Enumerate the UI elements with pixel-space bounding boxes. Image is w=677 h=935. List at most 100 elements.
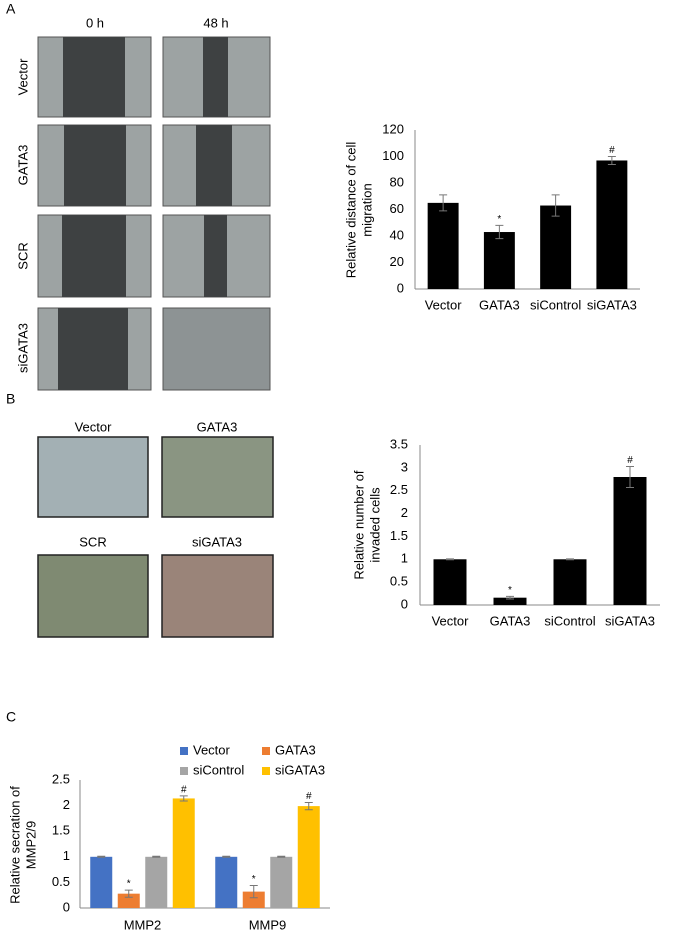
annotation: # <box>181 785 187 796</box>
column-label: 0 h <box>86 15 104 30</box>
bar <box>427 202 459 289</box>
annotation: * <box>127 879 131 890</box>
legend-label: GATA3 <box>275 742 316 757</box>
y-tick-label: 0.5 <box>390 574 408 589</box>
y-tick-label: 60 <box>390 201 404 216</box>
y-axis-label: Relative number of <box>351 470 366 579</box>
error-bar <box>506 595 514 600</box>
bar <box>433 559 467 605</box>
error-bar <box>124 889 133 898</box>
bar <box>297 806 320 908</box>
x-tick-label: GATA3 <box>479 297 520 312</box>
invasion-images <box>37 436 274 638</box>
image-label: GATA3 <box>197 419 238 434</box>
error-bar <box>97 855 106 858</box>
y-axis-label: Relative secration of <box>7 786 22 904</box>
annotation: # <box>306 791 312 802</box>
legend-swatch <box>262 747 270 755</box>
annotation: * <box>252 874 256 885</box>
error-bar <box>439 194 448 212</box>
annotation: # <box>627 455 633 466</box>
x-tick-label: MMP2 <box>124 917 162 932</box>
x-tick-label: siControl <box>544 613 595 628</box>
error-bar <box>566 558 574 561</box>
error-bar <box>277 855 286 858</box>
row-label: siGATA3 <box>15 323 30 373</box>
y-tick-label: 40 <box>390 227 404 242</box>
y-tick-label: 20 <box>390 254 404 269</box>
image-label: siGATA3 <box>192 534 242 549</box>
bar <box>242 891 265 908</box>
bar <box>540 205 572 289</box>
x-tick-label: MMP9 <box>249 917 287 932</box>
error-bar <box>495 224 504 240</box>
error-bar <box>446 558 454 561</box>
image-label: Vector <box>75 419 113 434</box>
x-tick-label: siControl <box>530 297 581 312</box>
panel-label: C <box>6 709 16 725</box>
y-tick-label: 0 <box>401 596 408 611</box>
y-tick-label: 1.5 <box>390 528 408 543</box>
y-axis-label: invaded cells <box>367 487 382 563</box>
legend-swatch <box>180 767 188 775</box>
x-tick-label: GATA3 <box>490 613 531 628</box>
annotation: # <box>609 145 615 156</box>
x-tick-label: Vector <box>432 613 470 628</box>
x-tick-label: Vector <box>425 297 463 312</box>
error-bar <box>607 156 616 165</box>
error-bar <box>304 802 313 811</box>
bar <box>117 893 140 908</box>
bar <box>172 798 195 908</box>
bar <box>613 477 647 605</box>
y-tick-label: 100 <box>382 148 404 163</box>
y-tick-label: 1 <box>63 848 70 863</box>
y-tick-label: 2 <box>63 797 70 812</box>
x-tick-label: siGATA3 <box>587 297 637 312</box>
y-axis-label: Relative distance of cell <box>343 142 358 279</box>
legend-swatch <box>180 747 188 755</box>
bar <box>493 597 527 605</box>
error-bar <box>626 465 634 489</box>
y-tick-label: 0 <box>397 280 404 295</box>
bar <box>270 856 293 908</box>
row-label: GATA3 <box>15 145 30 186</box>
y-axis-label: MMP2/9 <box>23 821 38 869</box>
y-tick-label: 2.5 <box>52 771 70 786</box>
y-tick-label: 1 <box>401 551 408 566</box>
bar <box>90 856 113 908</box>
x-tick-label: siGATA3 <box>605 613 655 628</box>
panel-label: B <box>6 391 15 407</box>
wound-images <box>37 36 271 391</box>
panel-label: A <box>6 1 16 17</box>
annotation: * <box>508 585 512 596</box>
y-axis-label: migration <box>359 183 374 236</box>
error-bar <box>551 194 560 217</box>
y-tick-label: 3.5 <box>390 436 408 451</box>
legend-label: siGATA3 <box>275 762 325 777</box>
y-tick-label: 120 <box>382 121 404 136</box>
legend-label: Vector <box>193 742 231 757</box>
y-tick-label: 0 <box>63 899 70 914</box>
annotation: * <box>497 214 501 225</box>
legend-swatch <box>262 767 270 775</box>
y-tick-label: 2 <box>401 505 408 520</box>
y-tick-label: 2.5 <box>390 482 408 497</box>
y-tick-label: 3 <box>401 459 408 474</box>
image-label: SCR <box>79 534 106 549</box>
row-label: Vector <box>15 58 30 96</box>
error-bar <box>222 855 231 858</box>
bar <box>553 559 587 605</box>
error-bar <box>179 795 188 802</box>
y-tick-label: 1.5 <box>52 823 70 838</box>
y-tick-label: 0.5 <box>52 874 70 889</box>
bar <box>215 856 238 908</box>
y-tick-label: 80 <box>390 174 404 189</box>
legend-label: siControl <box>193 762 244 777</box>
bar <box>596 160 628 289</box>
bar <box>483 232 515 289</box>
bar <box>145 856 168 908</box>
column-label: 48 h <box>203 15 228 30</box>
error-bar <box>249 884 258 899</box>
row-label: SCR <box>15 242 30 269</box>
